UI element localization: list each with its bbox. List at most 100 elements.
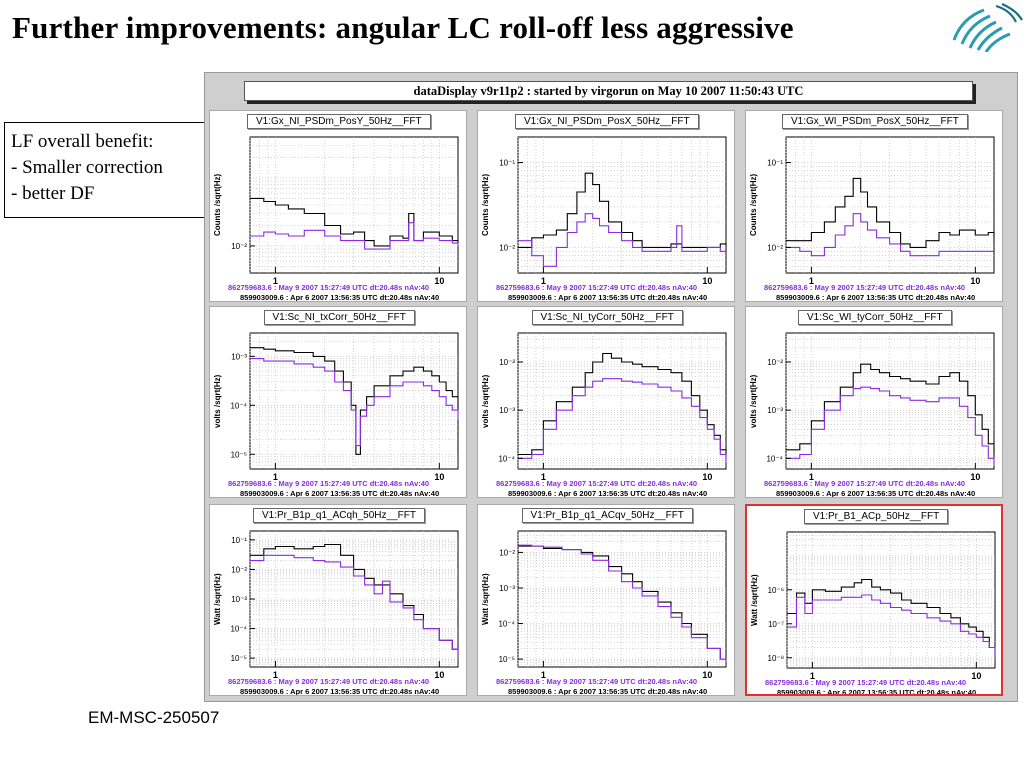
series-line-current: [518, 352, 727, 459]
chart-panel: 10⁻² 1 10 V1:Gx_NI_PSDm_PosY_50Hz__FFT Count…: [209, 110, 467, 302]
run-info-current: 862759683.6 : May 9 2007 15:27:49 UTC dt…: [765, 678, 967, 687]
chart-title: V1:Sc_WI_tyCorr_50Hz__FFT: [798, 310, 952, 325]
chart-title: V1:Sc_NI_txCorr_50Hz__FFT: [263, 310, 415, 325]
series-line-current: [786, 177, 995, 248]
chart-svg: 10⁻⁶ 10⁻⁷ 10⁻⁸ 1 10: [768, 531, 996, 681]
y-tick-label: 10⁻¹: [499, 159, 515, 168]
footer-label: EM-MSC-250507: [88, 708, 220, 727]
chart-title: V1:Gx_NI_PSDm_PosY_50Hz__FFT: [247, 114, 431, 129]
chart-title: V1:Gx_WI_PSDm_PosX_50Hz__FFT: [782, 114, 968, 129]
logo-waves-icon: [952, 2, 1023, 52]
y-axis-label: Watt /sqrt(Hz): [750, 574, 759, 626]
y-tick-label: 10⁻⁵: [231, 654, 247, 663]
y-tick-label: 10⁻²: [499, 243, 515, 252]
plot-area: [249, 530, 459, 668]
y-axis-label: volts /sqrt(Hz): [213, 374, 222, 428]
note-line: LF overall benefit:: [11, 131, 154, 152]
y-axis-label: Watt /sqrt(Hz): [213, 573, 222, 625]
series-line-current: [250, 197, 459, 247]
x-tick-label: 10: [434, 472, 444, 482]
y-tick-label: 10⁻²: [767, 243, 783, 252]
chart-svg: 10⁻² 10⁻³ 10⁻⁴ 10⁻⁵ 1 10: [498, 530, 727, 680]
x-tick-label: 1: [273, 276, 278, 286]
x-tick-label: 10: [434, 276, 444, 286]
plot-area: [517, 530, 727, 668]
notes-box: LF overall benefit: - Smaller correction…: [4, 122, 218, 218]
run-info-reference: 859903009.6 : Apr 6 2007 13:56:35 UTC dt…: [776, 293, 976, 302]
series-line-reference: [250, 222, 459, 250]
chart-panel: 10⁻¹ 10⁻² 1 10 V1:Gx_WI_PSDm_PosX_50Hz__FFT C…: [745, 110, 1003, 302]
series-line-reference: [787, 594, 996, 658]
series-line-reference: [786, 213, 994, 257]
x-tick-label: 1: [541, 472, 546, 482]
note-line: - better DF: [11, 183, 95, 204]
plot-area: [785, 332, 995, 470]
y-tick-label: 10⁻¹: [767, 159, 783, 168]
chart-title: V1:Sc_NI_tyCorr_50Hz__FFT: [531, 310, 683, 325]
run-info-current: 862759683.6 : May 9 2007 15:27:49 UTC dt…: [228, 479, 430, 488]
plot-area: [517, 136, 727, 274]
chart-svg: 10⁻² 1 10: [231, 136, 459, 286]
x-tick-label: 10: [702, 670, 712, 680]
run-info-current: 862759683.6 : May 9 2007 15:27:49 UTC dt…: [496, 283, 698, 292]
y-axis-label: volts /sqrt(Hz): [481, 374, 490, 428]
y-tick-label: 10⁻⁴: [230, 401, 247, 410]
chart-title: V1:Pr_B1p_q1_ACqh_50Hz__FFT: [253, 508, 425, 523]
slide-title: Further improvements: angular LC roll-of…: [12, 10, 794, 45]
run-info-current: 862759683.6 : May 9 2007 15:27:49 UTC dt…: [496, 677, 698, 686]
y-tick-label: 10⁻⁴: [498, 620, 515, 629]
x-tick-label: 1: [809, 276, 814, 286]
run-info-reference: 859903009.6 : Apr 6 2007 13:56:35 UTC dt…: [240, 687, 440, 696]
y-tick-label: 10⁻³: [767, 406, 783, 415]
chart-panel: 10⁻² 10⁻³ 10⁻⁴ 1 10 V1:Sc_NI_tyCorr_50Hz__FFT…: [477, 306, 735, 498]
note-line: - Smaller correction: [11, 157, 163, 178]
x-tick-label: 10: [970, 276, 980, 286]
y-axis-label: Counts /sqrt(Hz): [749, 173, 758, 236]
y-tick-label: 10⁻²: [499, 548, 515, 557]
x-tick-label: 10: [970, 472, 980, 482]
y-tick-label: 10⁻¹: [231, 536, 247, 545]
run-info-current: 862759683.6 : May 9 2007 15:27:49 UTC dt…: [228, 283, 430, 292]
run-info-current: 862759683.6 : May 9 2007 15:27:49 UTC dt…: [764, 479, 966, 488]
chart-svg: 10⁻¹ 10⁻² 1 10: [767, 136, 995, 286]
y-tick-label: 10⁻⁴: [498, 454, 515, 463]
display-banner: dataDisplay v9r11p2 : started by virgoru…: [244, 81, 973, 101]
y-axis-label: volts /sqrt(Hz): [749, 374, 758, 428]
chart-title: V1:Pr_B1_ACp_50Hz__FFT: [804, 509, 949, 524]
chart-title: V1:Gx_NI_PSDm_PosX_50Hz__FFT: [515, 114, 699, 129]
x-tick-label: 1: [541, 276, 546, 286]
y-tick-label: 10⁻³: [231, 352, 247, 361]
run-info-reference: 859903009.6 : Apr 6 2007 13:56:35 UTC dt…: [508, 489, 708, 498]
plot-area: [517, 332, 727, 470]
y-tick-label: 10⁻⁷: [768, 620, 784, 629]
run-info-current: 862759683.6 : May 9 2007 15:27:49 UTC dt…: [764, 283, 966, 292]
x-tick-label: 10: [702, 472, 712, 482]
run-info-current: 862759683.6 : May 9 2007 15:27:49 UTC dt…: [228, 677, 430, 686]
chart-panel: 10⁻⁶ 10⁻⁷ 10⁻⁸ 1 10 V1:Pr_B1_ACp_50Hz__FFT Wat…: [745, 504, 1003, 696]
x-tick-label: 1: [810, 671, 815, 681]
y-axis-label: Watt /sqrt(Hz): [481, 573, 490, 625]
y-tick-label: 10⁻⁴: [766, 454, 783, 463]
chart-panel: 10⁻² 10⁻³ 10⁻⁴ 10⁻⁵ 1 10 V1:Pr_B1p_q1_ACqv_50H…: [477, 504, 735, 696]
chart-svg: 10⁻² 10⁻³ 10⁻⁴ 1 10: [498, 332, 727, 482]
y-tick-label: 10⁻³: [499, 584, 515, 593]
run-info-reference: 859903009.6 : Apr 6 2007 13:56:35 UTC dt…: [776, 489, 976, 498]
y-tick-label: 10⁻²: [767, 358, 783, 367]
y-tick-label: 10⁻⁵: [231, 450, 247, 459]
y-tick-label: 10⁻⁸: [768, 654, 785, 663]
run-info-reference: 859903009.6 : Apr 6 2007 13:56:35 UTC dt…: [508, 293, 708, 302]
chart-title: V1:Pr_B1p_q1_ACqv_50Hz__FFT: [521, 508, 693, 523]
chart-panel: 10⁻¹ 10⁻² 10⁻³ 10⁻⁴ 10⁻⁵ 1 10 V1:Pr_B1p_q1_ACqh…: [209, 504, 467, 696]
chart-svg: 10⁻¹ 10⁻² 10⁻³ 10⁻⁴ 10⁻⁵ 1 10: [230, 530, 459, 680]
x-tick-label: 1: [809, 472, 814, 482]
y-tick-label: 10⁻²: [231, 565, 247, 574]
x-tick-label: 1: [541, 670, 546, 680]
series-line-reference: [786, 386, 995, 466]
x-tick-label: 1: [273, 472, 278, 482]
y-tick-label: 10⁻²: [231, 242, 247, 251]
series-line-reference: [518, 378, 727, 463]
y-tick-label: 10⁻²: [499, 358, 515, 367]
chart-svg: 10⁻³ 10⁻⁴ 10⁻⁵ 1 10: [230, 332, 459, 482]
x-tick-label: 10: [971, 671, 981, 681]
y-axis-label: Counts /sqrt(Hz): [213, 173, 222, 236]
